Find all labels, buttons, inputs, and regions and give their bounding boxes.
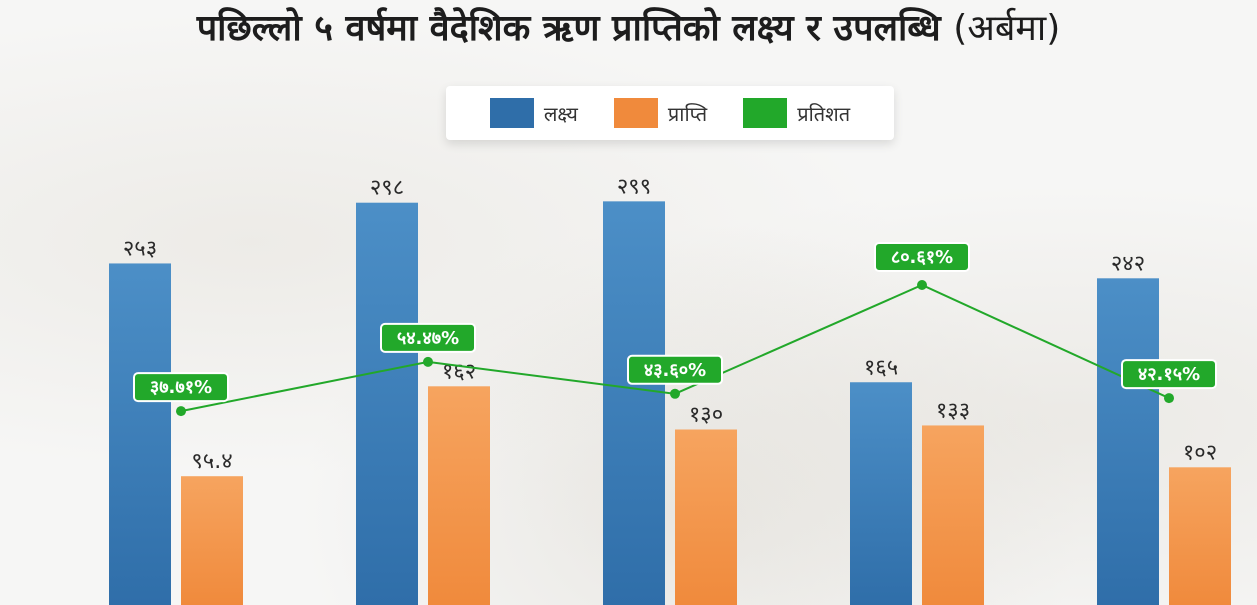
bar-target-3 [603,201,665,605]
data-label-target-5: २४२ [1111,251,1145,276]
bar-target-5 [1097,278,1159,605]
data-label-achievement-1: ९५.४ [191,449,232,474]
bar-achievement-4 [922,425,984,605]
percentage-point-1 [176,406,186,417]
percentage-label-box-5 [1121,359,1217,390]
legend-swatch-target [489,98,534,128]
data-label-achievement-2: १६२ [442,359,476,384]
bar-achievement-3 [675,429,737,605]
percentage-point-3 [670,388,680,399]
data-label-target-2: २९८ [370,176,404,201]
percentage-label-box-2 [380,322,476,353]
percentage-point-2 [423,356,433,367]
bar-achievement-5 [1169,467,1231,605]
data-label-achievement-5: १०२ [1183,440,1217,465]
percentage-label-box-4 [874,242,970,272]
percentage-label-3: ४३.६०% [644,360,706,381]
percentage-label-1: ३७.७१% [150,377,212,398]
bar-achievement-2 [428,386,490,605]
legend-label-target: लक्ष्य [543,101,578,126]
percentage-label-5: ४२.१५% [1138,364,1200,385]
data-label-target-1: २५३ [123,236,157,261]
percentage-label-4: ८०.६१% [891,247,953,268]
data-label-target-4: १६५ [864,355,898,380]
chart-title: पछिल्लो ५ वर्षमा वैदेशिक ऋण प्राप्तिको ल… [0,2,1257,51]
legend-item-target: लक्ष्य [489,98,578,128]
bar-target-4 [850,382,912,605]
chart-unit-note: (अर्बमा) [953,8,1061,49]
legend-item-achievement: प्राप्ति [613,98,708,128]
percentage-label-box-3 [627,354,723,385]
data-label-target-3: २९९ [617,174,651,199]
percentage-label-2: ५४.४७% [397,328,459,349]
legend-item-percentage: प्रतिशत [743,98,850,128]
legend-label-percentage: प्रतिशत [797,101,851,126]
chart-legend: लक्ष्य प्राप्ति प्रतिशत [446,86,894,140]
bar-target-1 [109,263,171,605]
data-label-achievement-4: १३३ [936,398,970,423]
bar-achievement-1 [181,476,243,605]
bar-target-2 [356,202,418,605]
legend-swatch-achievement [613,98,658,128]
percentage-point-4 [917,280,927,290]
percentage-label-box-1 [133,372,229,403]
data-label-achievement-3: १३० [689,403,723,428]
chart-title-text: पछिल्लो ५ वर्षमा वैदेशिक ऋण प्राप्तिको ल… [196,8,941,49]
legend-swatch-percentage [743,98,788,128]
percentage-point-5 [1164,393,1174,404]
legend-label-achievement: प्राप्ति [667,101,708,126]
